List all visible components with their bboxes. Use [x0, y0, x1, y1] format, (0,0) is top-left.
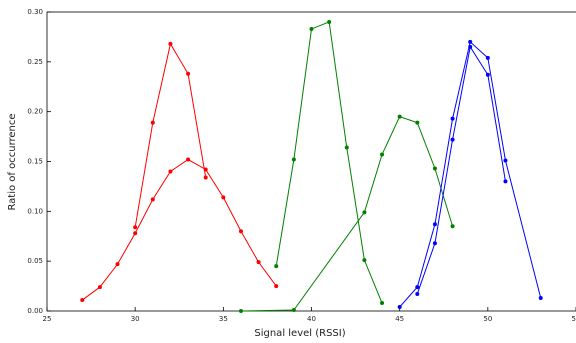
data-point [80, 298, 85, 303]
data-point [274, 284, 279, 289]
data-point [238, 309, 243, 313]
data-point [415, 285, 420, 290]
series-line [240, 116, 454, 312]
series-line [134, 42, 207, 228]
y-tick-label: 0.05 [27, 257, 43, 265]
data-point [168, 169, 173, 174]
x-tick-label: 50 [483, 315, 492, 323]
y-tick-label: 0.10 [27, 207, 43, 215]
y-tick-label: 0.20 [27, 108, 43, 116]
data-point [485, 72, 490, 77]
data-point [291, 157, 296, 162]
data-point [538, 296, 543, 301]
data-point [97, 285, 102, 290]
data-point [503, 179, 508, 184]
y-tick-label: 0.30 [27, 8, 43, 16]
data-point [415, 120, 420, 125]
x-tick-label: 40 [307, 315, 316, 323]
data-point [291, 308, 296, 313]
data-point [432, 166, 437, 171]
data-point [186, 157, 191, 162]
data-point [362, 258, 367, 263]
data-point [168, 41, 173, 46]
data-point [432, 222, 437, 227]
data-point [203, 175, 208, 180]
data-point [344, 145, 349, 150]
data-point [485, 55, 490, 60]
plot-frame [46, 11, 576, 312]
data-point [468, 39, 473, 44]
data-point [362, 210, 367, 215]
data-point [150, 120, 155, 125]
data-point [450, 224, 455, 229]
series-line [399, 40, 542, 308]
data-point [256, 260, 261, 265]
data-point [203, 167, 208, 172]
x-tick-label: 45 [395, 315, 404, 323]
data-point [221, 195, 226, 200]
y-tick-label: 0.00 [27, 307, 43, 315]
data-point [327, 19, 332, 24]
data-point [397, 305, 402, 310]
data-point [503, 158, 508, 163]
data-point [380, 301, 385, 306]
data-point [450, 137, 455, 142]
data-point [274, 264, 279, 269]
x-tick-label: 55 [572, 315, 576, 323]
data-point [415, 292, 420, 297]
data-point [397, 114, 402, 119]
x-axis-label: Signal level (RSSI) [254, 328, 345, 339]
y-tick-label: 0.15 [27, 158, 43, 166]
data-point [309, 26, 314, 31]
data-point [150, 197, 155, 202]
data-point [468, 44, 473, 49]
data-point [432, 241, 437, 246]
data-point [238, 229, 243, 234]
data-point [450, 116, 455, 121]
series-line [416, 45, 506, 295]
x-tick-label: 25 [43, 315, 52, 323]
data-point [380, 152, 385, 157]
data-point [115, 262, 120, 267]
data-point [186, 71, 191, 76]
data-point [133, 225, 138, 230]
x-tick-label: 30 [131, 315, 140, 323]
data-point [133, 231, 138, 236]
x-tick-label: 35 [219, 315, 228, 323]
y-tick-label: 0.25 [27, 58, 43, 66]
series-line [81, 158, 277, 301]
y-axis-label: Ratio of occurrence [7, 113, 18, 210]
